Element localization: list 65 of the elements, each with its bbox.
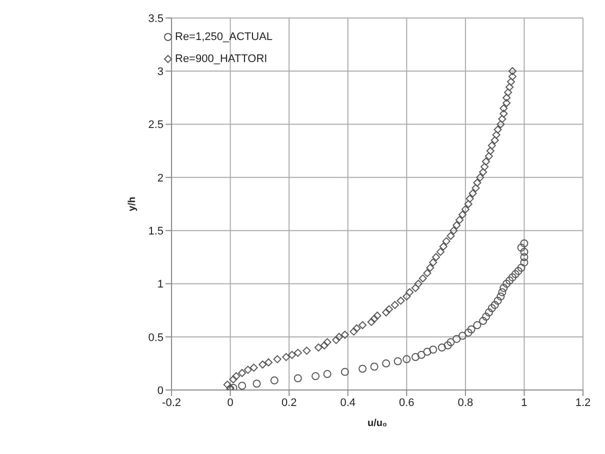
- y-tick-label: 0.5: [148, 332, 164, 344]
- point: [458, 332, 466, 340]
- point: [252, 380, 261, 388]
- point: [511, 270, 520, 278]
- y-tick-label: 1.5: [148, 225, 164, 238]
- point: [517, 244, 526, 252]
- x-tick-label: 0.4: [340, 396, 356, 409]
- y-tick-label: 3: [157, 66, 164, 78]
- point: [323, 370, 332, 378]
- point: [438, 343, 446, 352]
- point: [484, 308, 493, 316]
- point: [382, 359, 390, 368]
- point: [520, 258, 528, 266]
- x-tick-label: 0.8: [458, 396, 474, 409]
- point: [508, 273, 516, 282]
- point: [358, 364, 367, 373]
- point: [467, 325, 476, 334]
- point: [452, 334, 461, 343]
- point: [464, 328, 472, 337]
- point: [423, 348, 432, 356]
- point: [488, 304, 496, 312]
- point: [270, 376, 278, 384]
- point: [294, 374, 302, 382]
- point: [446, 338, 455, 346]
- point: [429, 346, 438, 354]
- y-tick-label: 0: [157, 384, 164, 397]
- point: [520, 239, 528, 248]
- y-tick-label: 2: [157, 172, 164, 184]
- point: [482, 312, 490, 321]
- y-tick-label: 3.5: [148, 12, 164, 25]
- point: [473, 321, 482, 330]
- y-axis-title: y/h: [127, 196, 138, 212]
- x-tick-label: 0.2: [281, 396, 297, 409]
- point: [500, 284, 508, 292]
- x-tick-label: 0.6: [399, 396, 414, 409]
- x-tick-label: 1: [521, 396, 528, 409]
- x-axis-title: u/u₀: [368, 418, 388, 429]
- y-tick-label: 1: [157, 278, 164, 291]
- legend-label: Re=1,250_ACTUAL: [175, 31, 273, 43]
- point: [490, 300, 499, 309]
- point: [402, 355, 411, 364]
- x-tick-label: -0.2: [162, 396, 182, 409]
- point: [417, 350, 426, 359]
- point: [238, 382, 246, 390]
- legend-label: Re=900_HATTORI: [175, 53, 268, 65]
- point: [340, 368, 349, 376]
- point: [370, 362, 378, 371]
- point: [411, 353, 420, 362]
- point: [229, 384, 238, 390]
- point: [520, 248, 528, 256]
- point: [312, 372, 320, 380]
- point: [520, 253, 528, 262]
- point: [498, 288, 506, 296]
- point: [514, 266, 522, 275]
- point: [517, 264, 526, 272]
- point: [494, 296, 502, 305]
- point: [506, 276, 514, 285]
- y-tick-label: 2.5: [148, 119, 164, 132]
- x-tick-label: 1.2: [575, 396, 591, 409]
- x-tick-label: 0: [227, 396, 234, 409]
- point: [502, 280, 511, 288]
- point: [479, 316, 488, 325]
- point: [394, 357, 402, 366]
- point: [444, 341, 452, 350]
- point: [496, 292, 505, 300]
